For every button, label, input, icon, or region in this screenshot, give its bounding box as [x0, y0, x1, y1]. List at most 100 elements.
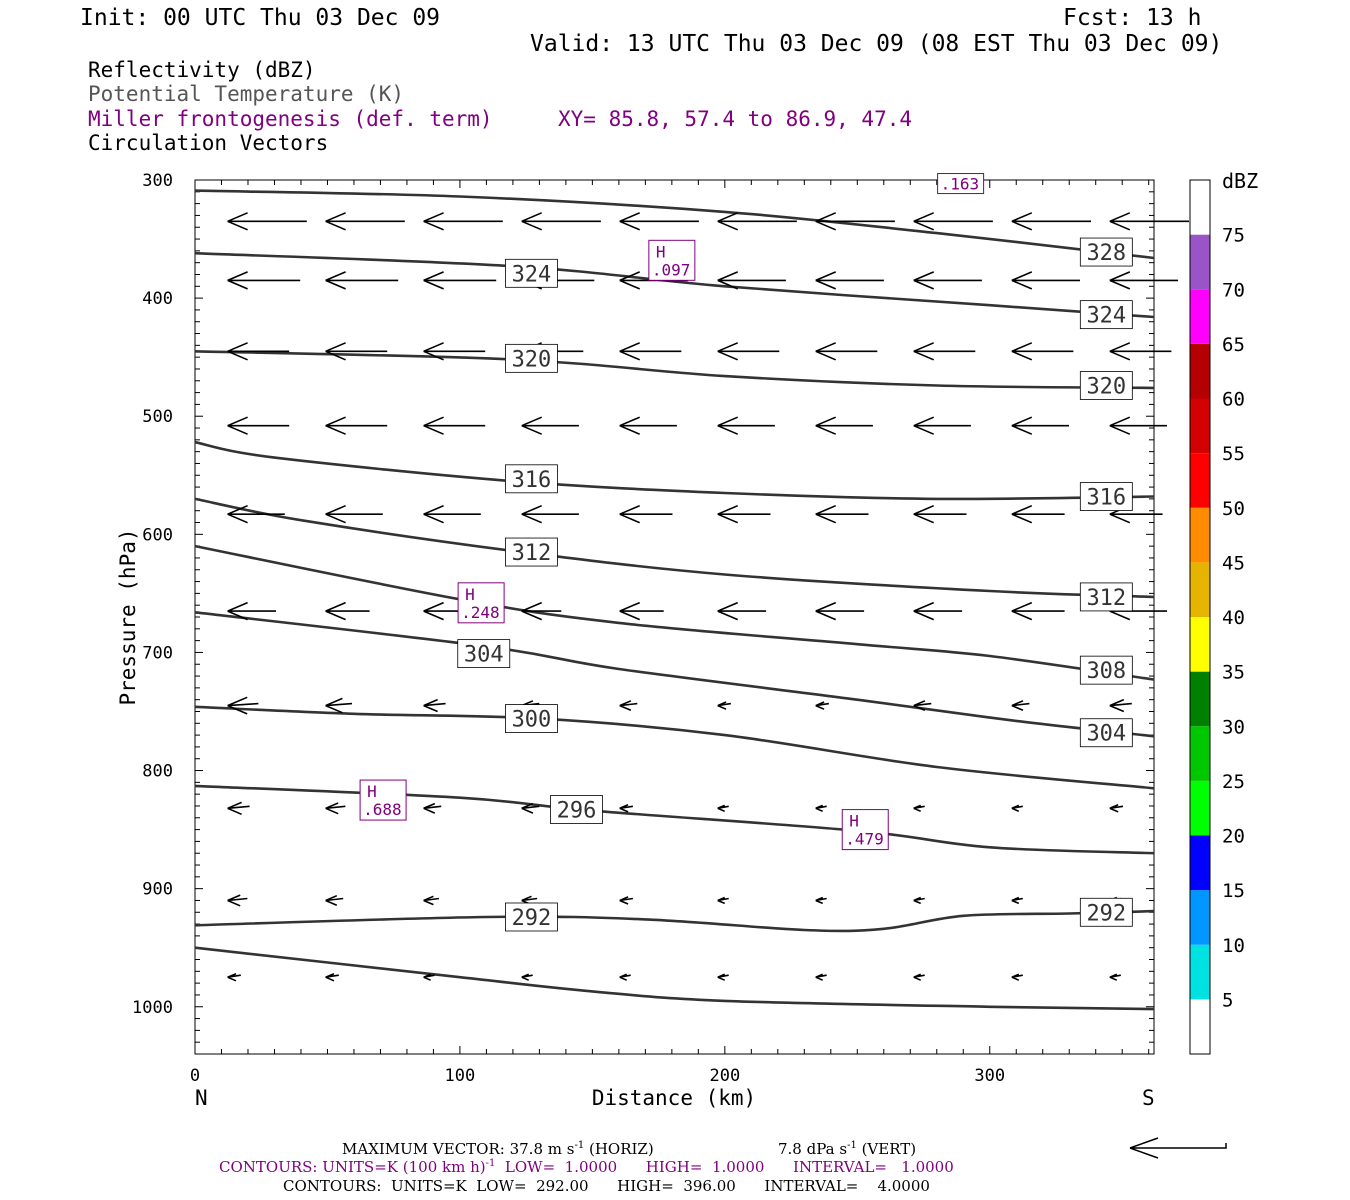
circulation-vector: [717, 896, 729, 905]
theta-contour: [194, 350, 1155, 390]
circulation-vector: [325, 271, 399, 290]
field-reflectivity: Reflectivity (dBZ): [88, 58, 316, 82]
contour-label: 312: [1086, 586, 1126, 611]
circulation-vector: [227, 271, 301, 290]
circulation-vector: [521, 802, 540, 814]
y-tick-label: 1000: [132, 998, 173, 1018]
circulation-vector: [815, 342, 878, 361]
circulation-vector: [717, 601, 767, 621]
circulation-vector: [423, 271, 497, 290]
colorbar-level-label: 45: [1222, 552, 1245, 574]
circulation-vector: [815, 804, 827, 813]
field-potential-temperature: Potential Temperature (K): [88, 82, 404, 106]
circulation-vector: [227, 894, 248, 907]
circulation-vector: [1109, 342, 1172, 361]
colorbar-segment: [1190, 780, 1210, 836]
colorbar-level-label: 10: [1222, 935, 1245, 957]
reference-vector-arrow: [1129, 1137, 1227, 1159]
contour-label-box: [457, 639, 511, 669]
frontogenesis-high-value: .479: [845, 830, 884, 849]
contour-label-box: [1079, 655, 1133, 685]
theta-contours: [194, 189, 1155, 1011]
x-axis-label: Distance (km): [592, 1086, 756, 1110]
circulation-vector: [227, 801, 250, 816]
contour-label: 292: [512, 906, 552, 931]
circulation-vector: [913, 601, 963, 621]
contour-label: 320: [1086, 375, 1126, 400]
colorbar-segment: [1190, 944, 1210, 1000]
colorbar-level-label: 65: [1222, 334, 1245, 356]
colorbar-level-label: 35: [1222, 662, 1245, 684]
circulation-vector: [325, 212, 405, 231]
circulation-vector: [717, 504, 771, 524]
circulation-vector: [913, 416, 971, 435]
circulation-vectors: [227, 212, 1189, 982]
theta-contour: [194, 705, 1155, 790]
colorbar-level-label: 50: [1222, 498, 1245, 520]
y-tick-label: 500: [142, 407, 173, 427]
circulation-vector: [913, 212, 993, 231]
field-circulation-vectors: Circulation Vectors: [88, 131, 328, 155]
contour-label-box: [505, 902, 558, 932]
circulation-vector: [1011, 700, 1030, 712]
colorbar-segment: [1190, 398, 1210, 454]
contour-label-box: [1079, 897, 1133, 927]
circulation-vector: [423, 802, 442, 814]
theta-contour: [194, 189, 1155, 260]
y-tick-label: 400: [142, 289, 173, 309]
frontogenesis-contour-caption: CONTOURS: UNITS=K (100 km h)-1 LOW= 1.00…: [219, 1158, 954, 1176]
theta-contour: [194, 497, 1155, 599]
colorbar-segment: [1190, 507, 1210, 563]
circulation-vector: [423, 698, 446, 713]
circulation-vector: [1011, 973, 1023, 981]
contour-label: 324: [512, 262, 552, 287]
contour-label-box: [1079, 582, 1133, 612]
circulation-vector: [815, 212, 895, 231]
circulation-vector: [619, 804, 634, 813]
contour-label-box: [1079, 300, 1133, 330]
frontogenesis-high-value: .248: [461, 603, 500, 622]
colorbar-level-label: 5: [1222, 989, 1233, 1011]
theta-contour: [194, 784, 1155, 855]
circulation-vector: [1109, 804, 1124, 813]
colorbar-segment: [1190, 835, 1210, 891]
theta-contour: [194, 251, 1155, 319]
colorbar-segment: [1190, 999, 1210, 1054]
circulation-vector: [815, 271, 884, 290]
contour-label: 328: [1086, 241, 1126, 266]
circulation-vector: [423, 416, 486, 435]
circulation-vector: [227, 601, 276, 621]
circulation-vector: [1109, 271, 1178, 290]
circulation-vector: [1011, 896, 1023, 905]
y-tick-label: 700: [142, 643, 173, 663]
circulation-vector: [815, 416, 873, 435]
contour-label-box: [505, 343, 558, 373]
circulation-vector: [717, 416, 775, 435]
theta-contour: [194, 544, 1155, 681]
frontogenesis-high-label: H: [656, 242, 666, 261]
colorbar-level-label: 20: [1222, 826, 1245, 848]
circulation-vector: [1011, 212, 1091, 231]
contour-label: 300: [512, 708, 552, 733]
contour-label: 292: [1086, 901, 1126, 926]
frontogenesis-high-box: [841, 809, 889, 851]
circulation-vector: [619, 212, 699, 231]
frontogenesis-high-box: [457, 582, 505, 624]
cross-section-endpoints: XY= 85.8, 57.4 to 86.9, 47.4: [558, 107, 912, 131]
colorbar-segment: [1190, 562, 1210, 617]
contour-labels: 328 324 324 320 320 316 316 312 312 308 304 304 300 2…: [457, 237, 1133, 932]
circulation-vector: [717, 212, 797, 231]
x-tick-label: 0: [190, 1066, 200, 1086]
colorbar-level-label: 40: [1222, 607, 1245, 629]
init-time: Init: 00 UTC Thu 03 Dec 09: [80, 5, 440, 31]
colorbar-segment: [1190, 890, 1210, 945]
colorbar-segment: [1190, 289, 1210, 344]
colorbar-level-label: 55: [1222, 443, 1245, 465]
contour-label-box: [505, 258, 558, 288]
circulation-vector: [913, 342, 976, 361]
circulation-vector: [1109, 416, 1167, 435]
circulation-vector: [717, 701, 732, 710]
x-tick-label: 200: [709, 1066, 740, 1086]
circulation-vector: [423, 973, 435, 981]
